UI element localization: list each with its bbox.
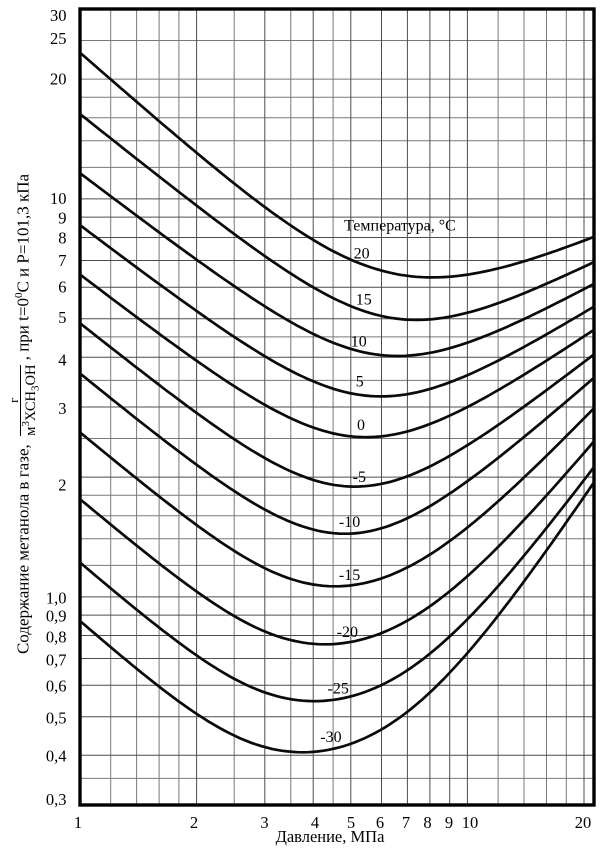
svg-text:-20: -20 (337, 624, 358, 641)
svg-text:3: 3 (58, 399, 66, 418)
svg-text:0: 0 (357, 417, 365, 434)
svg-text:20: 20 (50, 70, 67, 89)
svg-text:0,9: 0,9 (46, 607, 67, 626)
svg-text:-15: -15 (339, 567, 360, 584)
svg-text:7: 7 (402, 813, 410, 832)
svg-text:20: 20 (575, 813, 592, 832)
svg-text:-30: -30 (320, 729, 341, 746)
svg-text:30: 30 (50, 6, 67, 25)
svg-text:5: 5 (58, 308, 66, 327)
svg-text:9: 9 (58, 209, 66, 228)
svg-text:-25: -25 (328, 681, 349, 698)
svg-text:10: 10 (462, 813, 479, 832)
svg-text:20: 20 (354, 246, 370, 263)
svg-text:0,8: 0,8 (46, 628, 67, 647)
svg-text:8: 8 (58, 229, 66, 248)
svg-text:6: 6 (376, 813, 384, 832)
svg-text:8: 8 (423, 813, 431, 832)
svg-text:3: 3 (260, 813, 268, 832)
svg-text:2: 2 (58, 476, 66, 495)
svg-text:9: 9 (445, 813, 453, 832)
svg-text:4: 4 (58, 351, 66, 370)
svg-text:Давление, МПа: Давление, МПа (276, 827, 386, 846)
svg-text:0,6: 0,6 (46, 677, 67, 696)
svg-text:10: 10 (351, 334, 367, 351)
svg-text:0,7: 0,7 (46, 651, 67, 670)
svg-text:0,5: 0,5 (46, 709, 67, 728)
svg-text:7: 7 (58, 251, 66, 270)
svg-text:1: 1 (74, 813, 82, 832)
svg-text:Температура, °С: Температура, °С (344, 218, 456, 235)
svg-text:0,4: 0,4 (46, 747, 67, 766)
svg-text:-5: -5 (353, 469, 366, 486)
svg-text:1,0: 1,0 (46, 589, 67, 608)
svg-text:6: 6 (58, 278, 66, 297)
svg-text:2: 2 (190, 813, 198, 832)
svg-text:15: 15 (356, 292, 372, 309)
svg-text:4: 4 (311, 813, 319, 832)
svg-text:-10: -10 (339, 514, 360, 531)
svg-text:5: 5 (347, 813, 355, 832)
svg-text:5: 5 (356, 374, 364, 391)
svg-text:25: 25 (50, 29, 67, 48)
svg-text:0,3: 0,3 (46, 790, 67, 809)
svg-text:10: 10 (50, 189, 67, 208)
